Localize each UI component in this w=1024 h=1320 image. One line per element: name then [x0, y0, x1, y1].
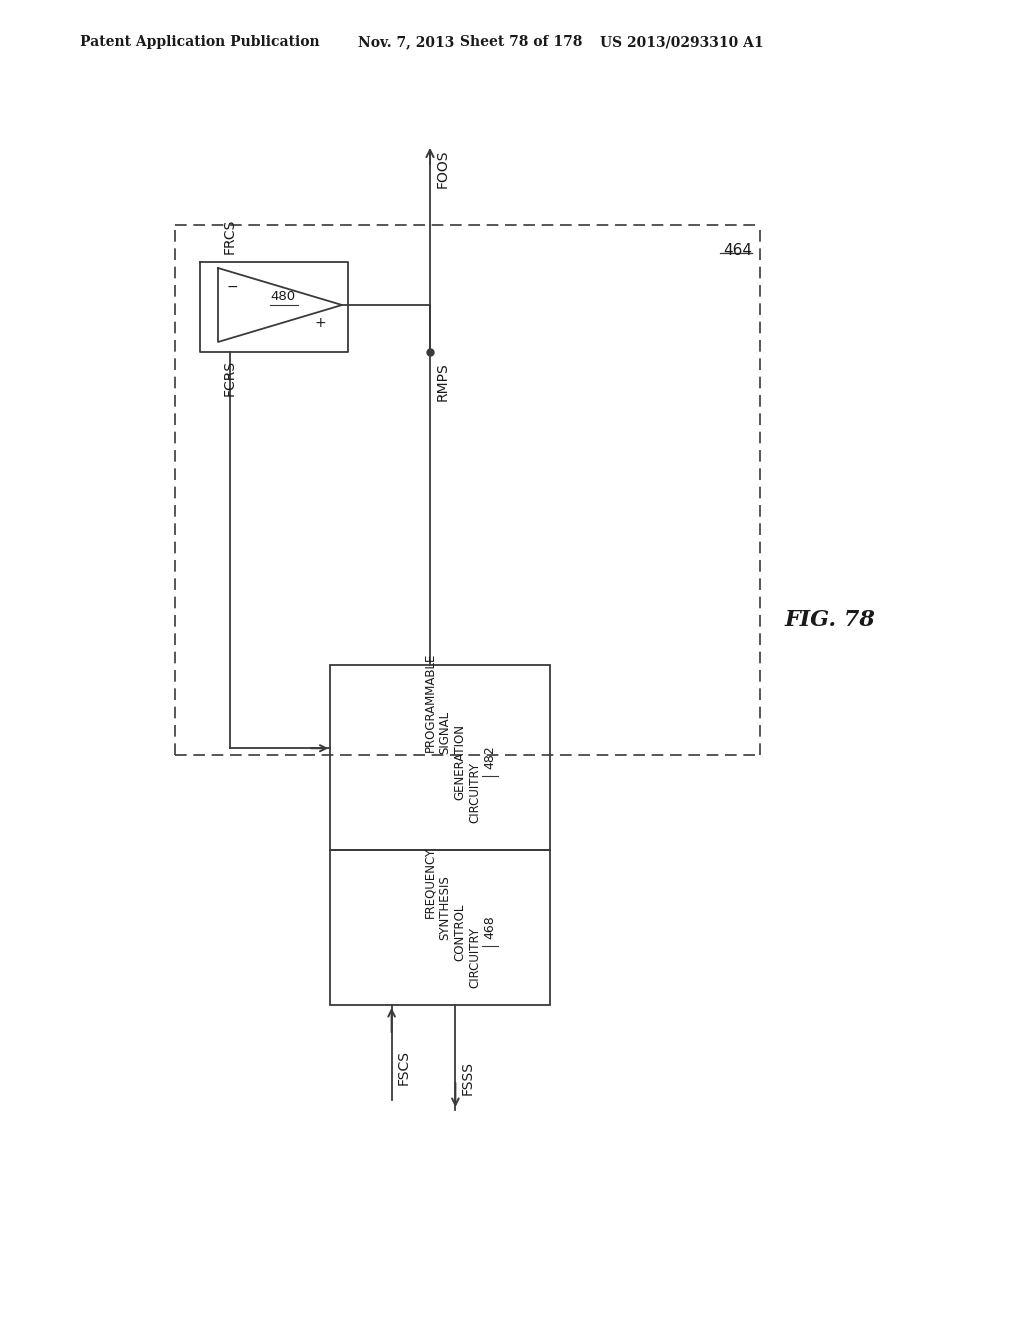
- Text: US 2013/0293310 A1: US 2013/0293310 A1: [600, 36, 764, 49]
- Text: FSCS: FSCS: [396, 1049, 411, 1085]
- Text: 482: 482: [483, 746, 497, 770]
- Text: GENERATION: GENERATION: [454, 725, 467, 800]
- Text: Sheet 78 of 178: Sheet 78 of 178: [460, 36, 583, 49]
- Text: Nov. 7, 2013: Nov. 7, 2013: [358, 36, 455, 49]
- Text: CONTROL: CONTROL: [454, 904, 467, 961]
- Text: RMPS: RMPS: [436, 362, 450, 401]
- Text: Patent Application Publication: Patent Application Publication: [80, 36, 319, 49]
- Text: FIG. 78: FIG. 78: [784, 609, 876, 631]
- Text: 464: 464: [723, 243, 752, 257]
- Text: FCRS: FCRS: [223, 360, 237, 396]
- Bar: [330, 850, 550, 1005]
- Text: FRCS: FRCS: [223, 219, 237, 253]
- Text: −: −: [226, 280, 238, 294]
- Text: 480: 480: [270, 290, 296, 304]
- Text: CIRCUITRY: CIRCUITRY: [469, 927, 481, 987]
- Text: PROGRAMMABLE: PROGRAMMABLE: [424, 653, 436, 752]
- Text: CIRCUITRY: CIRCUITRY: [469, 762, 481, 822]
- Bar: [330, 665, 550, 850]
- Text: FSSS: FSSS: [461, 1061, 474, 1096]
- Text: +: +: [314, 315, 326, 330]
- Text: 468: 468: [483, 916, 497, 940]
- Text: FREQUENCY: FREQUENCY: [424, 847, 436, 919]
- Text: SYNTHESIS: SYNTHESIS: [438, 875, 452, 940]
- Text: SIGNAL: SIGNAL: [438, 711, 452, 754]
- Text: FOOS: FOOS: [436, 150, 450, 189]
